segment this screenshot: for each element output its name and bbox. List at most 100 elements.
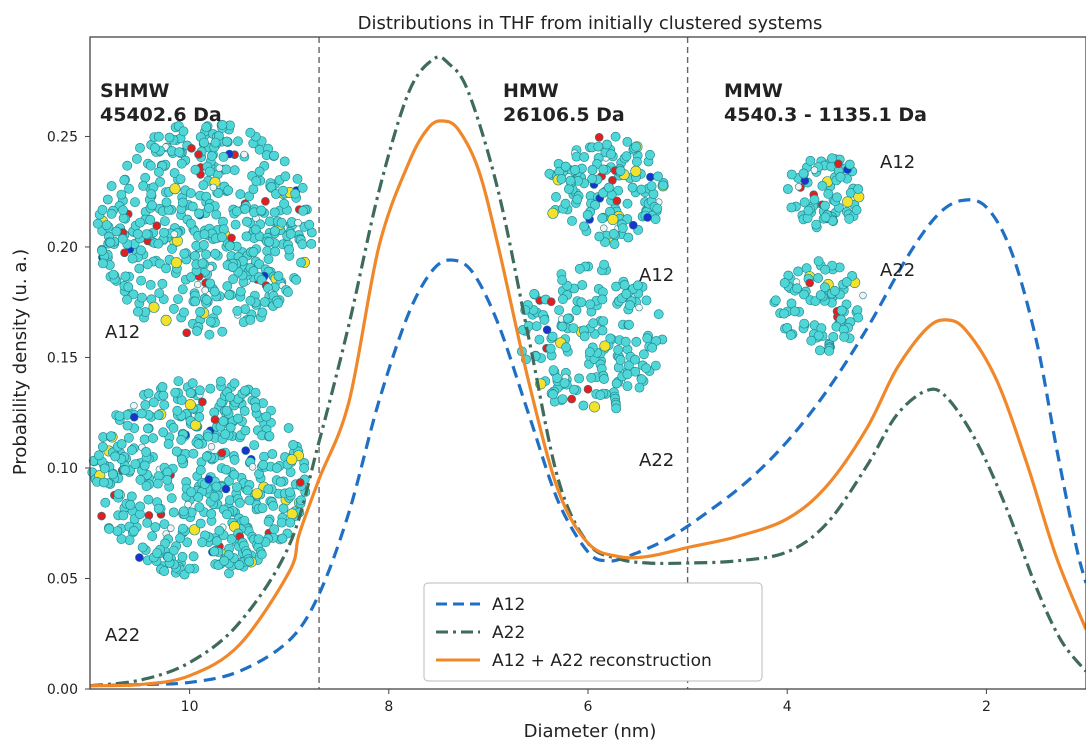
atom-sphere (789, 306, 800, 317)
atom-sphere (251, 488, 263, 500)
atom-sphere (632, 156, 642, 167)
atom-sphere (122, 294, 132, 305)
atom-sphere (217, 448, 227, 458)
atom-sphere (188, 448, 199, 459)
atom-sphere (241, 216, 252, 227)
atom-sphere (835, 171, 846, 182)
atom-sphere (179, 307, 189, 318)
atom-sphere (622, 381, 633, 391)
atom-sphere (168, 422, 179, 433)
atom-sphere (166, 493, 177, 504)
atom-sphere (240, 203, 250, 214)
atom-sphere (284, 244, 294, 255)
atom-sphere (145, 214, 156, 225)
atom-sphere (108, 269, 119, 280)
atom-sphere (263, 484, 274, 495)
atom-sphere (130, 459, 141, 469)
structure-label-hmw-a22: A22 (639, 450, 674, 471)
atom-sphere (231, 206, 242, 217)
atom-sphere (593, 141, 604, 152)
atom-sphere (190, 250, 200, 261)
atom-sphere (157, 381, 168, 392)
atom-sphere (159, 519, 170, 529)
y-tick-label: 0.10 (47, 461, 78, 477)
atom-sphere (786, 202, 797, 213)
atom-sphere (99, 463, 110, 474)
atom-sphere (545, 343, 556, 354)
atom-sphere (820, 282, 830, 293)
atom-sphere (232, 305, 243, 316)
atom-sphere (158, 390, 169, 401)
atom-sphere (203, 202, 214, 213)
atom-sphere (120, 271, 131, 282)
atom-sphere (261, 197, 270, 206)
region-mass-shmw: 45402.6 Da (100, 104, 222, 126)
structure-mmw-a12 (783, 153, 865, 233)
atom-sphere (194, 502, 205, 513)
atom-sphere (123, 432, 134, 443)
atom-sphere (610, 131, 621, 142)
atom-sphere (299, 463, 309, 474)
atom-sphere (269, 150, 279, 161)
atom-sphere (222, 509, 232, 520)
atom-sphere (228, 274, 238, 285)
atom-sphere (138, 180, 149, 191)
atom-sphere (569, 384, 579, 395)
atom-sphere (179, 248, 190, 259)
atom-sphere (597, 213, 608, 224)
atom-sphere (546, 297, 556, 307)
atom-sphere (619, 280, 630, 290)
atom-sphere (129, 412, 139, 422)
atom-sphere (163, 552, 174, 562)
atom-sphere (590, 200, 600, 210)
atom-sphere (554, 305, 564, 315)
atom-sphere (248, 247, 259, 257)
atom-sphere (627, 182, 638, 193)
atom-sphere (249, 440, 260, 450)
atom-sphere (168, 507, 179, 518)
atom-sphere (276, 217, 287, 228)
atom-sphere (620, 336, 631, 347)
atom-sphere (225, 392, 235, 402)
atom-sphere (118, 510, 129, 521)
atom-sphere (827, 153, 837, 164)
atom-sphere (609, 239, 620, 249)
atom-sphere (211, 536, 222, 547)
atom-sphere (547, 331, 558, 342)
atom-sphere (159, 227, 169, 238)
atom-sphere (297, 239, 308, 250)
atom-sphere (813, 273, 823, 283)
atom-sphere (119, 175, 130, 185)
atom-sphere (815, 345, 825, 356)
atom-sphere (604, 182, 614, 193)
atom-sphere (153, 131, 164, 142)
atom-sphere (206, 509, 217, 519)
atom-sphere (611, 378, 622, 389)
atom-sphere (104, 524, 114, 534)
atom-sphere (557, 394, 568, 404)
atom-sphere (194, 150, 203, 159)
atom-sphere (259, 297, 270, 307)
atom-sphere (250, 402, 261, 413)
atom-sphere (158, 427, 169, 438)
atom-sphere (256, 205, 267, 216)
atom-sphere (263, 254, 274, 265)
atom-sphere (628, 220, 638, 230)
atom-sphere (296, 257, 306, 268)
atom-sphere (97, 245, 107, 256)
atom-sphere (185, 387, 196, 398)
atom-sphere (770, 295, 781, 306)
atom-sphere (556, 173, 567, 184)
atom-sphere (557, 321, 568, 332)
atom-sphere (612, 196, 622, 206)
atom-sphere (173, 376, 184, 386)
atom-sphere (102, 194, 113, 205)
atom-sphere (270, 246, 281, 257)
atom-sphere (273, 298, 283, 308)
atom-sphere (613, 344, 624, 355)
atom-sphere (190, 296, 201, 307)
atom-sphere (639, 349, 649, 360)
legend-label-a22: A22 (492, 623, 525, 643)
atom-sphere (658, 180, 669, 191)
atom-sphere (578, 400, 589, 411)
